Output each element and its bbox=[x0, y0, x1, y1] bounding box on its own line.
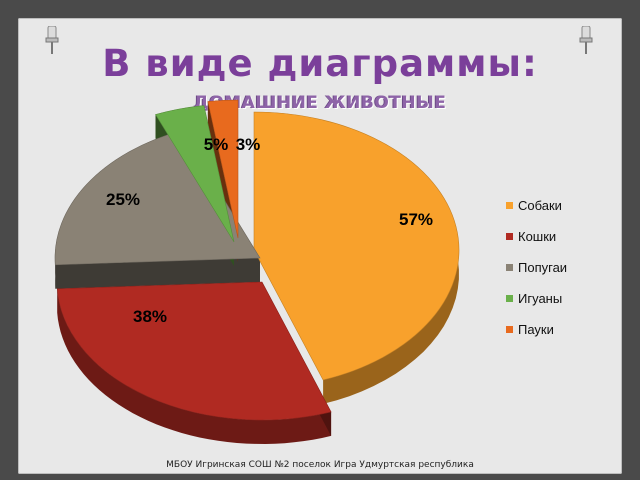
legend-label-5: Пауки bbox=[518, 322, 554, 337]
pie-slices bbox=[54, 99, 460, 444]
data-labels: 57% 38% 25% 5% 3% bbox=[106, 135, 433, 326]
pin-icon bbox=[45, 26, 59, 54]
slice-5 bbox=[207, 99, 239, 239]
data-label-1: 57% bbox=[399, 210, 433, 229]
page-title: В виде диаграммы: bbox=[102, 42, 538, 85]
slice-3 bbox=[54, 130, 261, 266]
chart-title: ДОМАШНИЕ ЖИВОТНЫЕ bbox=[193, 93, 447, 113]
legend-swatch-2 bbox=[506, 233, 513, 240]
slice-side-2 bbox=[57, 288, 332, 444]
slice-4 bbox=[155, 105, 235, 243]
legend-label-1: Собаки bbox=[518, 198, 562, 213]
legend-label-4: Игуаны bbox=[518, 291, 562, 306]
legend-swatch-1 bbox=[506, 202, 513, 209]
slice-wall-3 bbox=[55, 258, 260, 289]
data-label-5: 3% bbox=[236, 135, 261, 154]
data-label-3: 25% bbox=[106, 190, 140, 209]
legend-label-2: Кошки bbox=[518, 229, 556, 244]
legend-swatch-4 bbox=[506, 295, 513, 302]
chart-legend: Собаки Кошки Попугаи Игуаны Пауки bbox=[506, 198, 567, 337]
legend-label-3: Попугаи bbox=[518, 260, 567, 275]
legend-swatch-5 bbox=[506, 326, 513, 333]
data-label-2: 38% bbox=[133, 307, 167, 326]
footer-text: МБОУ Игринская СОШ №2 поселок Игра Удмур… bbox=[166, 460, 474, 470]
data-label-4: 5% bbox=[204, 135, 229, 154]
pin-icon bbox=[579, 26, 593, 54]
legend-swatch-3 bbox=[506, 264, 513, 271]
slice-1 bbox=[253, 111, 460, 381]
slice-2 bbox=[56, 281, 332, 421]
